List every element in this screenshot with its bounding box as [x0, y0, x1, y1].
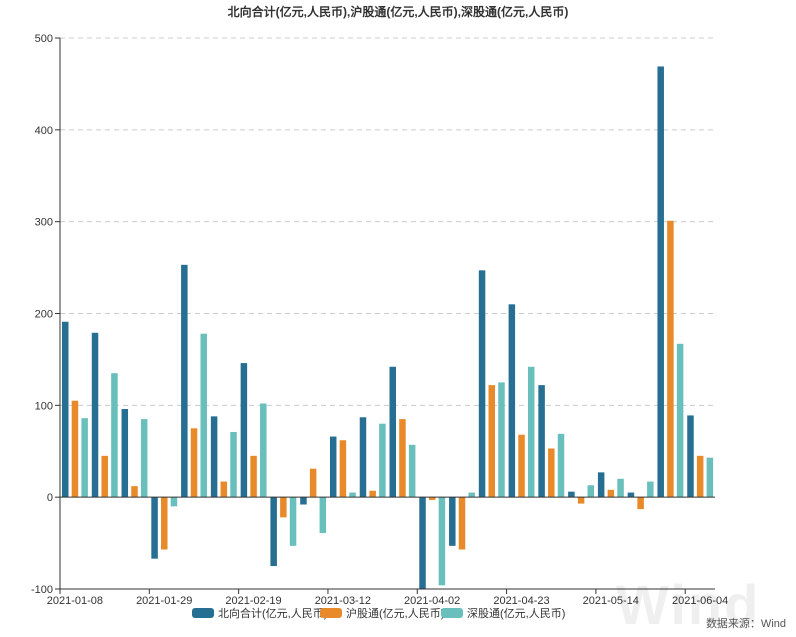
bar-sz-2021-04-30: [557, 433, 565, 498]
grid-lines: [60, 37, 715, 590]
bar-sh-2021-04-30: [548, 448, 555, 498]
legend-label-sz: 深股通(亿元,人民币): [467, 607, 565, 620]
bar-sh-2021-04-09: [458, 497, 466, 550]
y-tick-label: 500: [35, 33, 53, 45]
y-tick-label: -100: [31, 584, 53, 596]
bar-north-2021-05-21: [627, 492, 635, 498]
bar-north-2021-04-30: [538, 385, 545, 498]
source-note: 数据来源：Wind: [705, 618, 786, 630]
bar-sh-2021-03-19: [369, 490, 376, 498]
bar-north-2021-01-29: [151, 497, 158, 559]
bar-sh-2021-01-08: [71, 400, 79, 498]
bar-sz-2021-05-28: [676, 343, 684, 498]
legend: 北向合计(亿元,人民币) 沪股通(亿元,人民币) 深股通(亿元,人民币): [192, 606, 565, 620]
bar-sh-2021-02-12: [220, 481, 228, 498]
bar-sh-2021-02-19: [250, 455, 257, 498]
bar-sz-2021-04-02: [438, 497, 446, 586]
bar-sz-2021-04-23: [527, 366, 535, 498]
legend-swatch-north: [192, 608, 214, 618]
bar-sh-2021-03-12: [339, 440, 347, 498]
bar-sh-2021-01-22: [131, 486, 138, 498]
bar-sz-2021-04-16: [498, 382, 505, 498]
bar-sh-2021-02-26: [280, 497, 287, 518]
bar-sh-2021-03-05: [309, 468, 317, 498]
bar-sz-2021-03-05: [319, 497, 327, 533]
bar-sh-2021-05-07: [577, 497, 585, 504]
bar-sz-2021-01-22: [140, 419, 148, 498]
bar-sh-2021-01-15: [101, 455, 108, 498]
bar-north-2021-05-28: [657, 66, 664, 498]
x-axis: 2021-01-08 2021-01-29 2021-02-19 2021-03-12…: [47, 496, 728, 607]
bar-north-2021-04-02: [419, 497, 426, 589]
bar-sz-2021-03-12: [349, 492, 356, 498]
bar-north-2021-06-04: [687, 415, 694, 498]
bar-north-2021-05-07: [568, 491, 575, 498]
bar-sh-2021-04-23: [518, 434, 525, 498]
x-tick-label: 2021-06-04: [672, 595, 728, 607]
bar-sz-2021-05-07: [587, 485, 595, 498]
x-tick-label: 2021-03-12: [315, 595, 371, 607]
y-tick-label: 200: [35, 309, 53, 321]
bar-sz-2021-02-26: [289, 497, 297, 546]
x-tick-label: 2021-04-23: [493, 595, 549, 607]
y-axis: -100 0 100 200 300 400 500: [31, 33, 61, 596]
bar-sz-2021-03-26: [408, 444, 416, 498]
bar-north-2021-01-08: [62, 321, 69, 498]
bar-north-2021-02-26: [270, 497, 277, 567]
legend-label-north: 北向合计(亿元,人民币): [218, 606, 327, 620]
bar-sz-2021-02-05: [200, 333, 207, 498]
bar-north-2021-04-16: [478, 270, 486, 498]
bar-sh-2021-05-14: [607, 489, 615, 498]
bar-north-2021-03-05: [300, 497, 307, 505]
bar-north-2021-01-22: [121, 409, 129, 498]
bar-sh-2021-02-05: [190, 428, 198, 498]
bar-north-2021-04-09: [449, 497, 456, 546]
x-tick-label: 2021-01-08: [47, 595, 103, 607]
y-tick-label: 300: [35, 217, 53, 229]
bar-sz-2021-02-12: [230, 431, 237, 498]
bar-sh-2021-04-16: [488, 385, 496, 498]
x-tick-label: 2021-04-02: [404, 595, 460, 607]
x-tick-label: 2021-05-14: [583, 595, 639, 607]
bar-sh-2021-03-26: [399, 419, 406, 498]
bar-sz-2021-06-04: [706, 457, 714, 498]
legend-swatch-sz: [441, 608, 463, 618]
bar-north-2021-04-23: [508, 304, 516, 498]
bar-sh-2021-01-29: [161, 497, 168, 550]
bar-sh-2021-06-04: [696, 455, 704, 498]
bar-north-2021-02-19: [240, 363, 248, 498]
bar-sh-2021-05-28: [667, 220, 674, 498]
bar-sz-2021-03-19: [379, 423, 386, 498]
bar-sz-2021-04-09: [468, 492, 475, 498]
bar-north-2021-05-14: [597, 472, 605, 498]
bar-north-2021-03-19: [359, 417, 367, 498]
bar-north-2021-03-12: [329, 436, 337, 498]
x-tick-label: 2021-02-19: [225, 595, 281, 607]
legend-label-sh: 沪股通(亿元,人民币): [346, 606, 444, 620]
y-tick-label: 0: [47, 492, 53, 504]
bar-sz-2021-01-15: [111, 373, 118, 498]
bar-sz-2021-01-08: [81, 418, 88, 498]
bars: [62, 66, 714, 589]
y-tick-label: 100: [35, 400, 53, 412]
legend-swatch-sh: [320, 608, 342, 618]
bar-north-2021-01-15: [91, 332, 99, 498]
bar-sz-2021-05-21: [647, 481, 654, 498]
x-tick-label: 2021-01-29: [136, 595, 192, 607]
wind-watermark: Wind: [616, 573, 761, 636]
bar-north-2021-02-05: [181, 264, 188, 498]
y-tick-label: 400: [35, 125, 53, 137]
bar-sz-2021-01-29: [170, 497, 178, 507]
bar-sz-2021-02-19: [260, 403, 267, 498]
chart-title: 北向合计(亿元,人民币),沪股通(亿元,人民币),深股通(亿元,人民币): [227, 5, 569, 19]
bar-north-2021-03-26: [389, 366, 396, 498]
bar-sh-2021-05-21: [637, 497, 644, 510]
bar-sz-2021-05-14: [617, 478, 624, 498]
bar-north-2021-02-12: [210, 416, 218, 498]
bar-sh-2021-04-02: [428, 497, 436, 500]
